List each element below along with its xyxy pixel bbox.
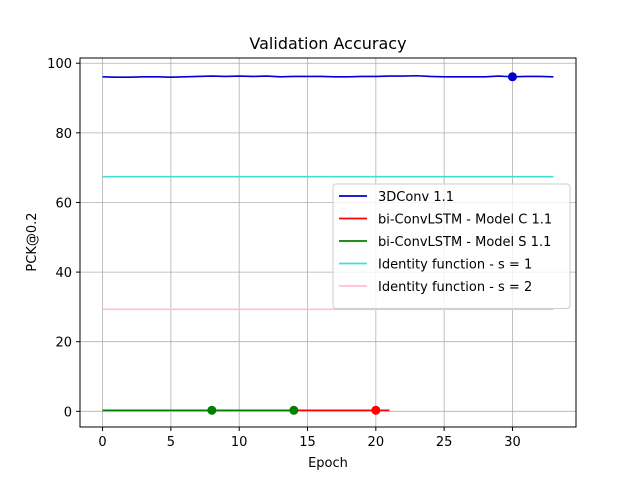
x-axis: 0 5 10 15 20 25 30 bbox=[98, 427, 521, 450]
series-marker-1-0 bbox=[371, 405, 381, 415]
legend-label-4: Identity function - s = 2 bbox=[378, 280, 532, 295]
series-marker-2-0 bbox=[207, 405, 217, 415]
x-tick-label: 0 bbox=[98, 435, 106, 450]
x-tick-label: 5 bbox=[167, 435, 175, 450]
x-tick-label: 25 bbox=[436, 435, 453, 450]
legend-label-3: Identity function - s = 1 bbox=[378, 258, 532, 273]
y-tick-label: 40 bbox=[55, 266, 72, 281]
chart-title: Validation Accuracy bbox=[249, 34, 406, 53]
legend: 3DConv 1.1 bi-ConvLSTM - Model C 1.1 bi-Co… bbox=[332, 183, 571, 309]
legend-label-1: bi-ConvLSTM - Model C 1.1 bbox=[378, 213, 552, 228]
legend-box bbox=[332, 183, 571, 309]
x-tick-label: 30 bbox=[504, 435, 521, 450]
y-tick-label: 60 bbox=[55, 196, 72, 211]
series-marker-2-1 bbox=[289, 405, 299, 415]
y-tick-label: 0 bbox=[64, 405, 72, 420]
y-tick-label: 20 bbox=[55, 336, 72, 351]
x-tick-label: 20 bbox=[368, 435, 385, 450]
series-line-0 bbox=[102, 74, 554, 78]
series-marker-0-0 bbox=[507, 72, 517, 82]
legend-label-2: bi-ConvLSTM - Model S 1.1 bbox=[378, 235, 551, 250]
legend-label-0: 3DConv 1.1 bbox=[378, 190, 454, 205]
series-group bbox=[102, 72, 554, 415]
x-axis-label: Epoch bbox=[308, 456, 348, 471]
plot-frame bbox=[79, 57, 577, 428]
x-tick-label: 10 bbox=[231, 435, 248, 450]
y-tick-label: 80 bbox=[55, 127, 72, 142]
y-axis: 0 20 40 60 80 100 bbox=[47, 57, 80, 420]
x-tick-label: 15 bbox=[299, 435, 316, 450]
y-tick-label: 100 bbox=[47, 57, 72, 72]
y-axis-label: PCK@0.2 bbox=[25, 212, 40, 271]
